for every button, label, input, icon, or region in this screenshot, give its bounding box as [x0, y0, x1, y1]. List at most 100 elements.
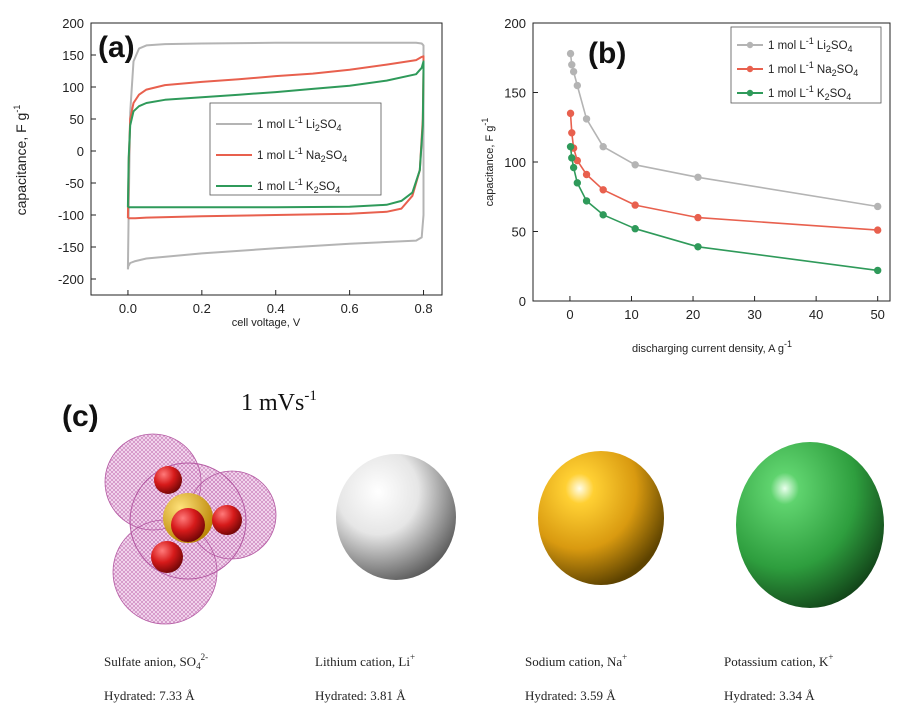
y-tick-label: 100 — [504, 155, 526, 170]
x-tick-label: 0.2 — [193, 301, 211, 316]
y-tick-label: -200 — [58, 272, 84, 287]
oxygen-atom — [171, 508, 205, 542]
panel-b-ylabel-group: capacitance, F g-1 — [480, 118, 496, 207]
data-point — [873, 226, 882, 234]
panel-b-ticks: 0 10 20 30 40 50 200 150 100 50 0 — [504, 16, 885, 322]
legend-label: 1 mol L-1 Na2SO4 — [768, 60, 858, 78]
sulfate-anion-model — [104, 433, 277, 625]
x-tick-label: 0 — [566, 307, 573, 322]
data-point — [566, 109, 575, 118]
sodium-cation-sphere — [538, 451, 664, 585]
ion-name-sulfate: Sulfate anion, SO — [104, 654, 196, 669]
panel-a-legend: 1 mol L-1 Li2SO4 1 mol L-1 Na2SO4 1 mol L-… — [209, 102, 382, 196]
legend-label: 1 mol L-1 K2SO4 — [768, 84, 851, 102]
data-point — [568, 60, 576, 69]
y-tick-label: 150 — [504, 86, 526, 101]
y-tick-label: -150 — [58, 240, 84, 255]
x-tick-label: 30 — [747, 307, 761, 322]
ion-sup-potassium: + — [828, 652, 833, 662]
x-tick-label: 40 — [809, 307, 823, 322]
panel-a-legend-box — [209, 102, 382, 196]
ion-name-lithium: Lithium cation, Li — [315, 654, 410, 669]
data-point — [573, 81, 582, 90]
panel-a-ylabel: capacitance, F g — [13, 113, 29, 216]
legend-label: 1 mol L-1 K2SO4 — [257, 177, 340, 195]
legend-label: 1 mol L-1 Li2SO4 — [257, 115, 342, 133]
panel-a-ylabel-group: capacitance, F g-1 — [12, 105, 29, 216]
data-point — [568, 129, 576, 137]
ion-hydrated-sodium: Hydrated: 3.59 Å — [525, 688, 616, 703]
data-point — [573, 179, 582, 187]
legend-label: 1 mol L-1 Li2SO4 — [768, 36, 853, 54]
data-point — [568, 154, 576, 162]
x-tick-label: 50 — [870, 307, 884, 322]
series-line-3 — [126, 60, 425, 209]
ion-caption-sulfate: Sulfate anion, SO42- Hydrated: 7.33 Å — [104, 652, 208, 703]
y-tick-label: -100 — [58, 208, 84, 223]
oxygen-atom — [151, 541, 183, 573]
data-point — [582, 170, 591, 179]
panel-a-ylabel-exp: -1 — [12, 105, 22, 113]
ion-name-potassium: Potassium cation, K — [724, 654, 829, 669]
lithium-cation-sphere — [336, 454, 456, 580]
panel-b-curves — [566, 49, 882, 275]
ion-caption-lithium: Lithium cation, Li+ Hydrated: 3.81 Å — [315, 652, 415, 703]
data-point — [631, 201, 639, 209]
ion-sup-sodium: + — [622, 652, 627, 662]
panel-b-ylabel: capacitance, F g — [484, 126, 496, 207]
scan-rate-label: 1 mVs-1 — [241, 388, 317, 416]
y-tick-label: 150 — [62, 48, 84, 63]
svg-text:capacitance, F g-1: capacitance, F g-1 — [480, 118, 496, 207]
svg-text:Potassium cation, K+: Potassium cation, K+ — [724, 652, 833, 669]
data-point — [599, 211, 607, 219]
ion-hydrated-lithium: Hydrated: 3.81 Å — [315, 688, 406, 703]
panel-b-ylabel-exp: -1 — [480, 118, 490, 126]
svg-text:Sulfate anion, SO42-: Sulfate anion, SO42- — [104, 652, 208, 671]
data-point — [873, 202, 882, 211]
data-point — [631, 161, 639, 169]
data-point — [566, 49, 575, 58]
ion-sup-lithium: + — [410, 652, 415, 662]
oxygen-atom — [154, 466, 182, 494]
oxygen-atom — [212, 505, 242, 535]
panel-b-xlabel-text: discharging current density, A g-1 — [632, 339, 792, 355]
y-tick-label: 50 — [70, 112, 84, 127]
panel-b-legend-box — [730, 26, 882, 104]
y-tick-label: 0 — [77, 144, 84, 159]
data-point — [694, 243, 702, 251]
ion-hydrated-sulfate: Hydrated: 7.33 Å — [104, 688, 195, 703]
y-tick-label: -50 — [65, 176, 84, 191]
y-tick-label: 50 — [512, 225, 526, 240]
ion-caption-sodium: Sodium cation, Na+ Hydrated: 3.59 Å — [525, 652, 627, 703]
svg-text:Lithium cation, Li+: Lithium cation, Li+ — [315, 652, 415, 669]
series-line-2 — [126, 55, 425, 220]
potassium-cation-sphere — [736, 442, 884, 608]
legend-label: 1 mol L-1 Na2SO4 — [257, 146, 347, 164]
data-point — [569, 67, 578, 76]
x-tick-label: 0.4 — [267, 301, 285, 316]
y-tick-label: 200 — [62, 16, 84, 31]
panel-b-letter: (b) — [588, 37, 626, 70]
svg-text:capacitance, F g-1: capacitance, F g-1 — [12, 105, 29, 216]
y-tick-label: 200 — [504, 16, 526, 31]
data-point — [599, 143, 607, 151]
legend-marker — [746, 41, 754, 49]
x-tick-label: 20 — [686, 307, 700, 322]
y-tick-label: 100 — [62, 80, 84, 95]
panel-c-letter: (c) — [62, 400, 99, 433]
x-tick-label: 0.0 — [119, 301, 137, 316]
x-tick-label: 0.6 — [341, 301, 359, 316]
panel-b-xlabel-exp: -1 — [784, 339, 792, 349]
ion-sup-sulfate: 2- — [201, 652, 209, 662]
ion-sub-sulfate: 4 — [196, 661, 201, 671]
ion-name-sodium: Sodium cation, Na — [525, 654, 622, 669]
ion-caption-potassium: Potassium cation, K+ Hydrated: 3.34 Å — [724, 652, 833, 703]
svg-text:Sodium cation, Na+: Sodium cation, Na+ — [525, 652, 627, 669]
series-line-1 — [126, 41, 425, 270]
scan-rate-exp: -1 — [304, 388, 317, 404]
x-tick-label: 0.8 — [414, 301, 432, 316]
data-point — [582, 115, 591, 123]
y-tick-label: 0 — [519, 294, 526, 309]
panel-c-ions: 1 mVs-1 (c) Sulfate anion, SO42- Hydrate… — [62, 388, 884, 703]
